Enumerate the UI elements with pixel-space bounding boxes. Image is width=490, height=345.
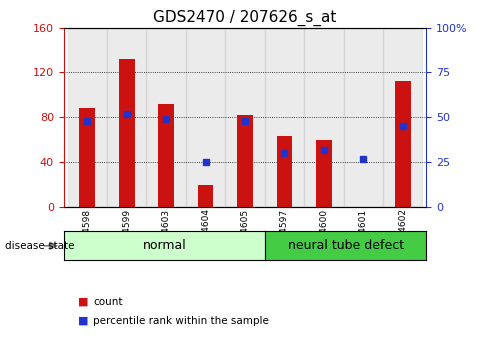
Text: count: count	[93, 297, 122, 307]
Bar	[276, 136, 293, 207]
Bar	[186, 28, 225, 207]
Text: ■: ■	[78, 316, 89, 326]
Bar	[225, 28, 265, 207]
Text: neural tube defect: neural tube defect	[288, 239, 404, 252]
Bar	[316, 140, 332, 207]
Bar	[343, 28, 383, 207]
Text: disease state: disease state	[5, 241, 74, 251]
Text: normal: normal	[143, 239, 186, 252]
Text: ■: ■	[78, 297, 89, 307]
Bar	[68, 28, 107, 207]
Bar	[158, 104, 174, 207]
Bar	[383, 28, 422, 207]
Bar	[197, 185, 214, 207]
Bar	[79, 108, 95, 207]
Title: GDS2470 / 207626_s_at: GDS2470 / 207626_s_at	[153, 10, 337, 26]
Bar	[107, 28, 147, 207]
Bar	[147, 28, 186, 207]
Bar	[304, 28, 343, 207]
Bar	[119, 59, 135, 207]
Bar	[395, 81, 411, 207]
Bar	[265, 28, 304, 207]
Text: percentile rank within the sample: percentile rank within the sample	[93, 316, 269, 326]
Bar	[237, 115, 253, 207]
